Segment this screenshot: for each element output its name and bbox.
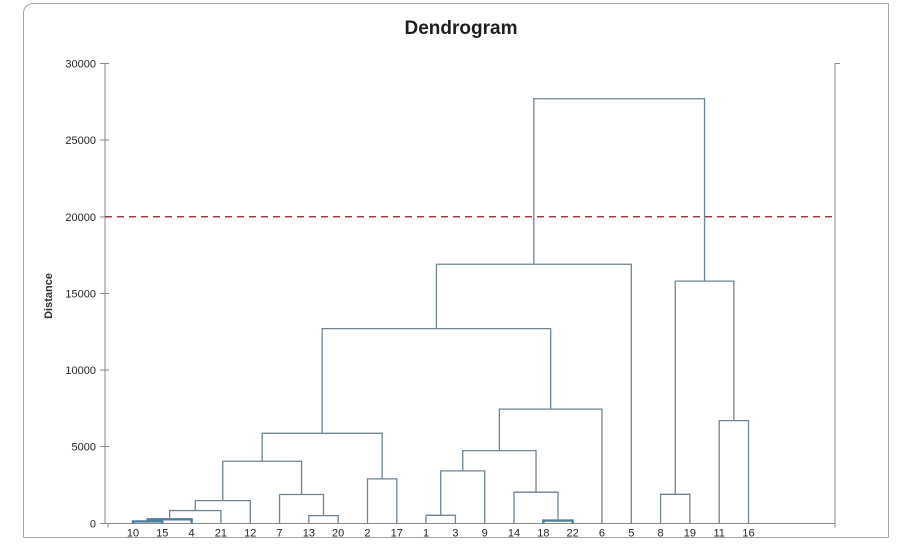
x-leaf-label: 14 xyxy=(508,527,520,539)
x-leaf-label: 5 xyxy=(628,527,634,539)
dendrogram-link xyxy=(261,432,383,479)
dendrogram-link xyxy=(131,520,164,524)
dendrogram-link xyxy=(674,280,735,495)
chart-container xyxy=(23,3,889,538)
x-leaf-label: 1 xyxy=(423,527,429,539)
x-leaf-label: 22 xyxy=(567,527,579,539)
dendrogram-link xyxy=(366,478,398,524)
x-leaf-label: 2 xyxy=(364,527,370,539)
y-tick-label: 20000 xyxy=(65,212,96,224)
x-leaf-label: 3 xyxy=(452,527,458,539)
y-tick-label: 5000 xyxy=(72,442,96,454)
y-tick-label: 15000 xyxy=(65,288,96,300)
x-leaf-label: 6 xyxy=(599,527,605,539)
x-leaf-label: 12 xyxy=(244,527,256,539)
x-leaf-label: 20 xyxy=(332,527,344,539)
x-leaf-label: 4 xyxy=(189,527,195,539)
x-leaf-label: 7 xyxy=(276,527,282,539)
dendrogram-link xyxy=(194,499,251,524)
dendrogram-link xyxy=(498,408,603,524)
dendrogram-link xyxy=(718,419,750,524)
x-leaf-label: 16 xyxy=(742,527,754,539)
x-leaf-label: 8 xyxy=(658,527,664,539)
dendrogram-link xyxy=(278,493,325,524)
y-tick-label: 30000 xyxy=(65,59,96,71)
dendrogram-link xyxy=(425,514,457,524)
x-leaf-label: 10 xyxy=(127,527,139,539)
x-leaf-label: 11 xyxy=(713,527,724,539)
dendrogram-link xyxy=(462,450,537,493)
dendrogram-link xyxy=(659,493,691,524)
x-leaf-label: 9 xyxy=(482,527,488,539)
x-leaf-label: 13 xyxy=(303,527,315,539)
x-leaf-label: 15 xyxy=(156,527,168,539)
x-leaf-label: 17 xyxy=(391,527,403,539)
y-tick-label: 10000 xyxy=(65,365,96,377)
dendrogram-link xyxy=(533,98,706,282)
dendrogram-link xyxy=(513,491,559,524)
chart-title: Dendrogram xyxy=(404,18,518,39)
x-leaf-label: 21 xyxy=(215,527,227,539)
dendrogram-link xyxy=(168,509,222,524)
y-tick-label: 25000 xyxy=(65,135,96,147)
y-tick-label: 0 xyxy=(90,518,96,530)
dendrogram-link xyxy=(308,514,339,524)
dendrogram-link xyxy=(321,328,552,434)
x-leaf-label: 18 xyxy=(537,527,549,539)
dendrogram-link xyxy=(440,470,486,524)
x-leaf-label: 19 xyxy=(684,527,696,539)
